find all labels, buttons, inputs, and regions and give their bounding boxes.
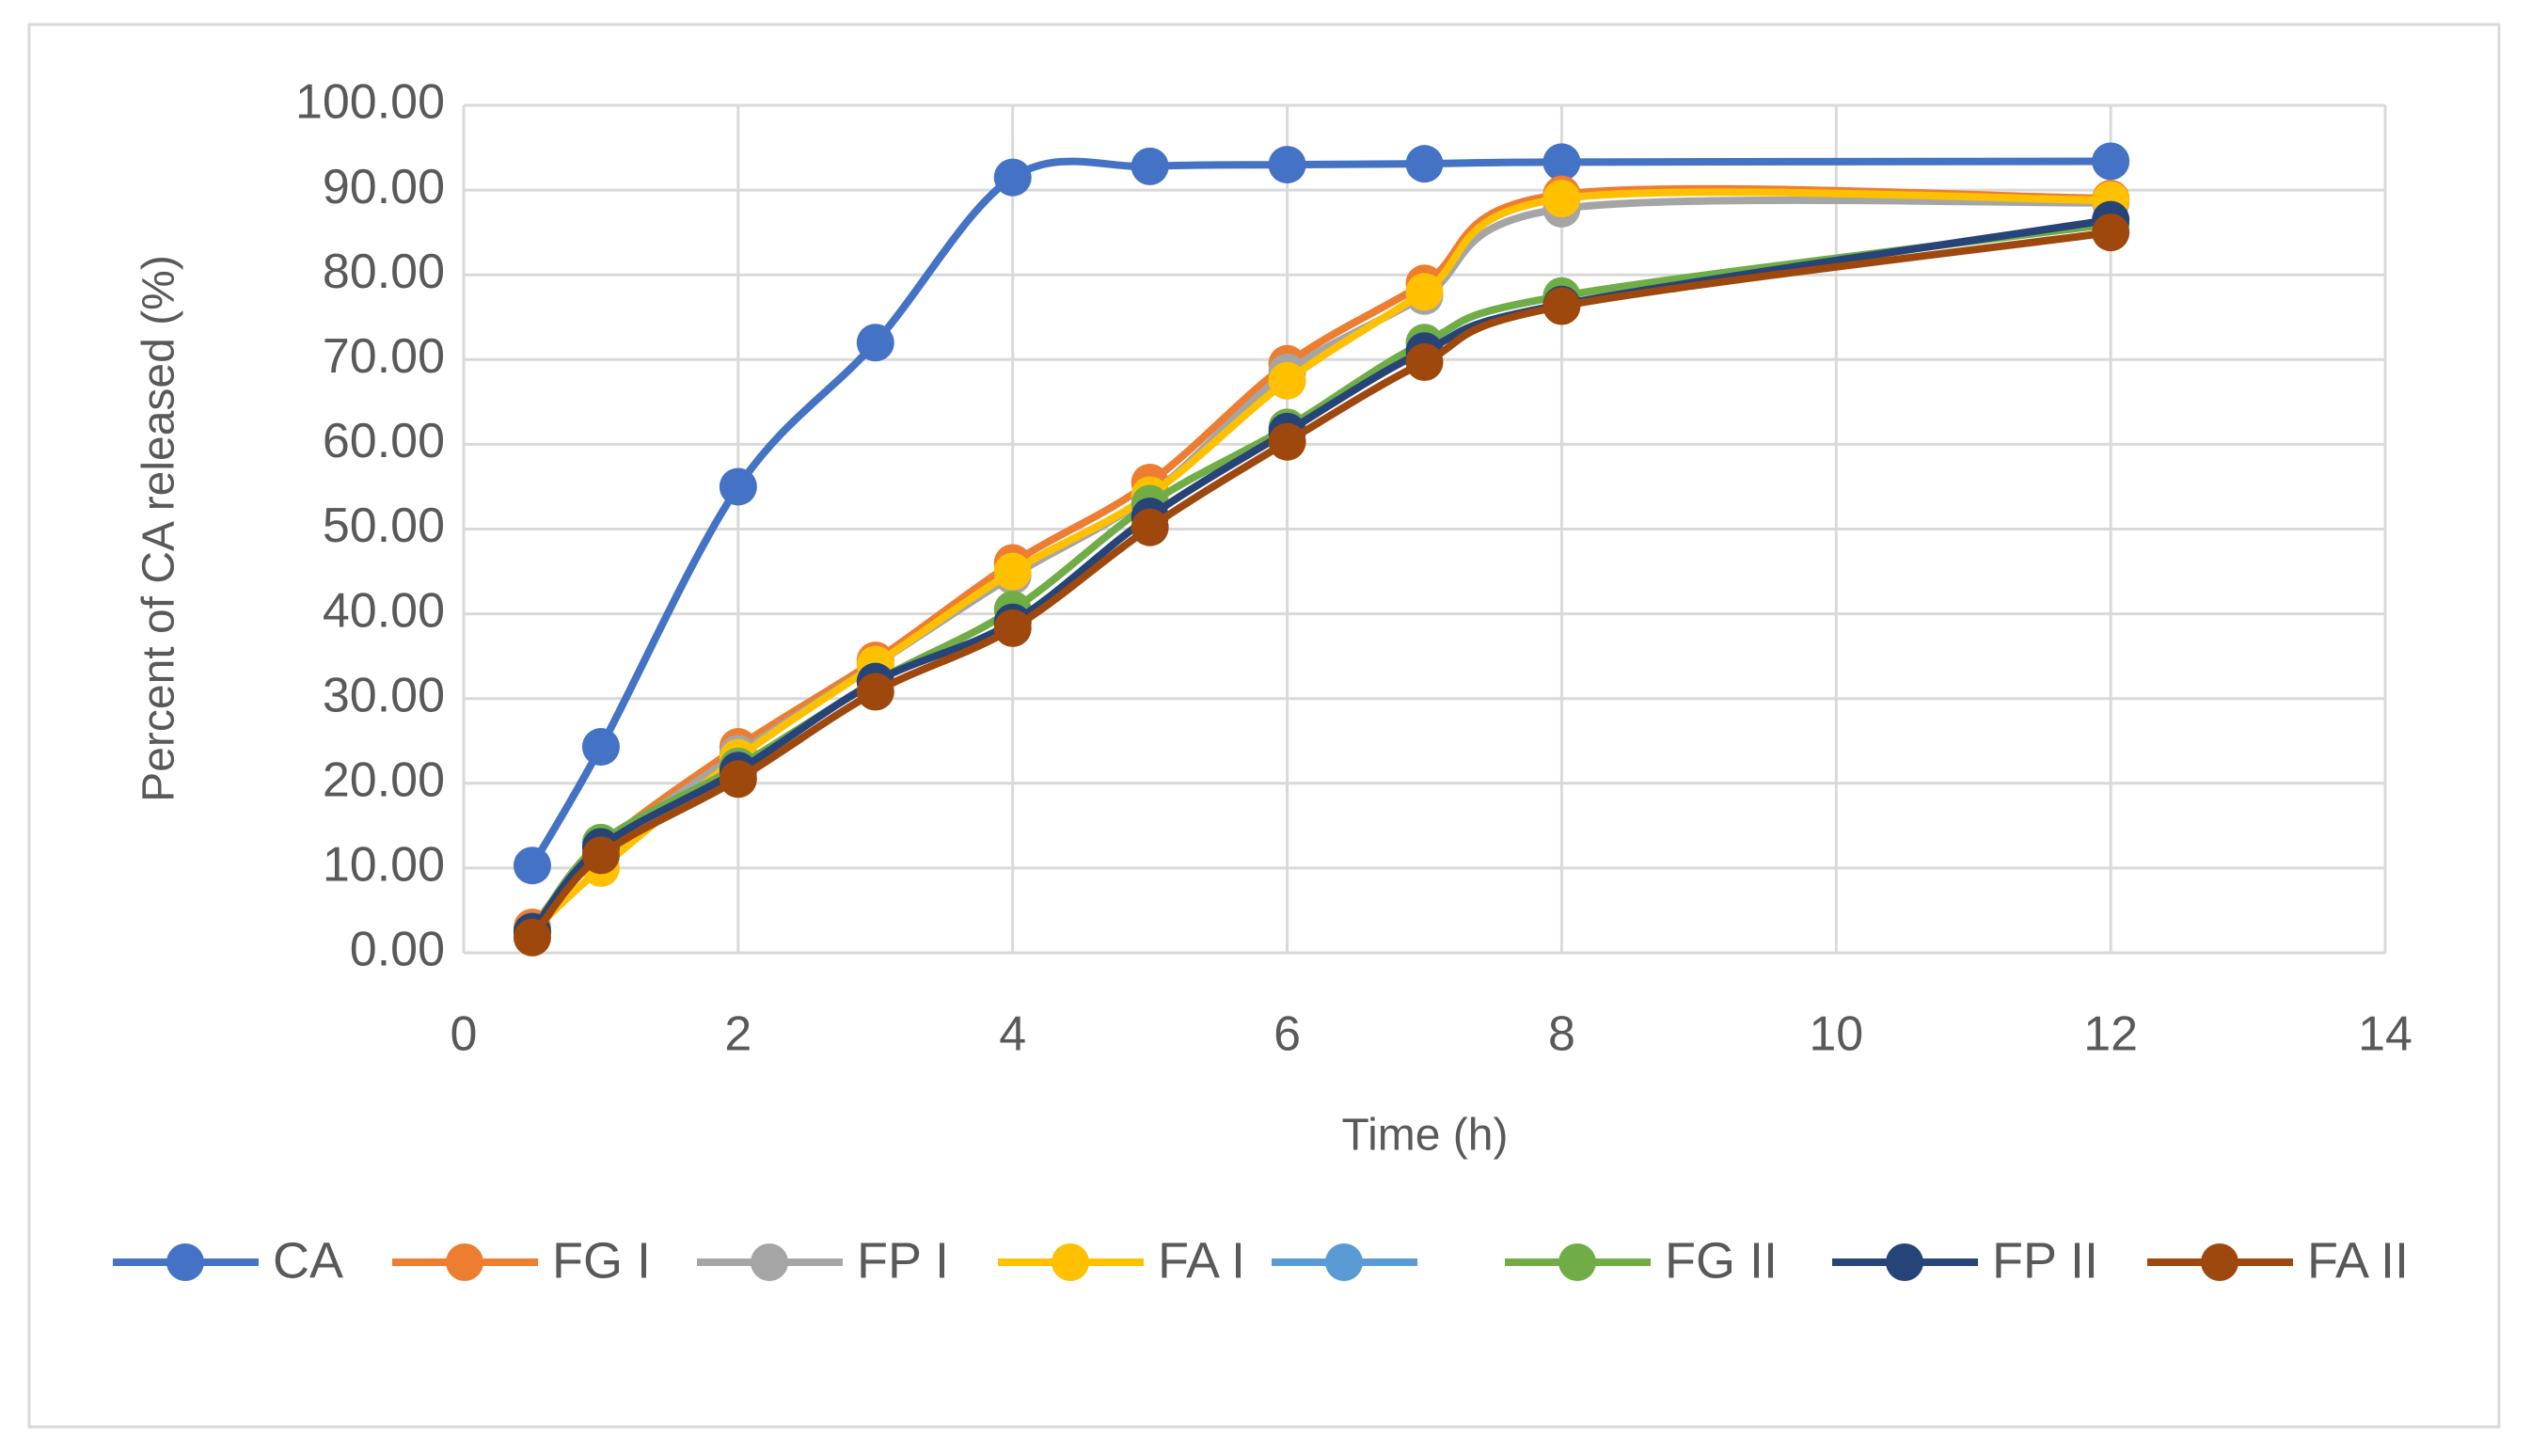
y-tick-label: 20.00 xyxy=(323,753,445,808)
chart-border xyxy=(27,23,2501,1429)
legend-label: FA I xyxy=(1158,1232,1245,1289)
data-point xyxy=(1542,287,1581,325)
x-tick-label: 6 xyxy=(1273,1007,1301,1062)
data-point xyxy=(719,467,757,506)
x-axis-title: Time (h) xyxy=(1342,1111,1509,1161)
legend-marker xyxy=(1558,1243,1596,1281)
legend-label: FG I xyxy=(552,1232,651,1289)
legend-label: FP I xyxy=(857,1232,949,1289)
data-point xyxy=(856,324,894,362)
data-point xyxy=(513,918,551,957)
y-tick-label: 70.00 xyxy=(323,329,445,384)
data-point xyxy=(1405,273,1444,311)
x-tick-label: 8 xyxy=(1548,1007,1575,1062)
x-tick-label: 12 xyxy=(2083,1007,2138,1062)
y-tick-label: 60.00 xyxy=(323,414,445,468)
legend-marker xyxy=(446,1243,483,1281)
data-point xyxy=(1131,508,1169,546)
data-point xyxy=(993,158,1032,197)
legend-label: FA II xyxy=(2307,1232,2409,1289)
data-point xyxy=(1268,146,1306,184)
legend-label: CA xyxy=(273,1232,343,1289)
y-axis-title: Percent of CA released (%) xyxy=(134,255,184,802)
y-tick-label: 90.00 xyxy=(323,160,445,214)
data-point xyxy=(1542,143,1581,182)
legend-marker xyxy=(1325,1243,1363,1281)
legend-marker xyxy=(2201,1243,2238,1281)
y-tick-label: 80.00 xyxy=(323,245,445,299)
x-tick-label: 14 xyxy=(2358,1007,2412,1062)
legend-marker xyxy=(1886,1243,1923,1281)
data-point xyxy=(2092,214,2130,252)
y-tick-label: 30.00 xyxy=(323,668,445,722)
legend-marker xyxy=(751,1243,788,1281)
y-tick-label: 50.00 xyxy=(323,499,445,553)
data-point xyxy=(1405,343,1444,382)
legend-marker xyxy=(166,1243,204,1281)
data-point xyxy=(581,728,620,767)
legend-label: FG II xyxy=(1665,1232,1778,1289)
y-tick-label: 0.00 xyxy=(350,923,445,977)
x-tick-label: 2 xyxy=(724,1007,751,1062)
x-tick-label: 4 xyxy=(999,1007,1026,1062)
data-point xyxy=(1131,147,1169,185)
data-point xyxy=(1268,422,1306,461)
data-point xyxy=(993,609,1032,647)
y-tick-label: 100.00 xyxy=(295,75,445,130)
x-tick-label: 0 xyxy=(451,1007,478,1062)
legend-label: FP II xyxy=(1992,1232,2098,1289)
data-point xyxy=(856,673,894,711)
data-point xyxy=(1405,145,1444,183)
y-tick-label: 40.00 xyxy=(323,583,445,638)
legend-marker xyxy=(1052,1243,1089,1281)
data-point xyxy=(993,552,1032,591)
x-tick-label: 10 xyxy=(1809,1007,1863,1062)
data-point xyxy=(581,836,620,875)
y-tick-label: 10.00 xyxy=(323,838,445,893)
data-point xyxy=(1268,361,1306,400)
data-point xyxy=(1542,180,1581,218)
data-point xyxy=(2092,142,2130,181)
data-point xyxy=(719,760,757,799)
data-point xyxy=(513,847,551,885)
